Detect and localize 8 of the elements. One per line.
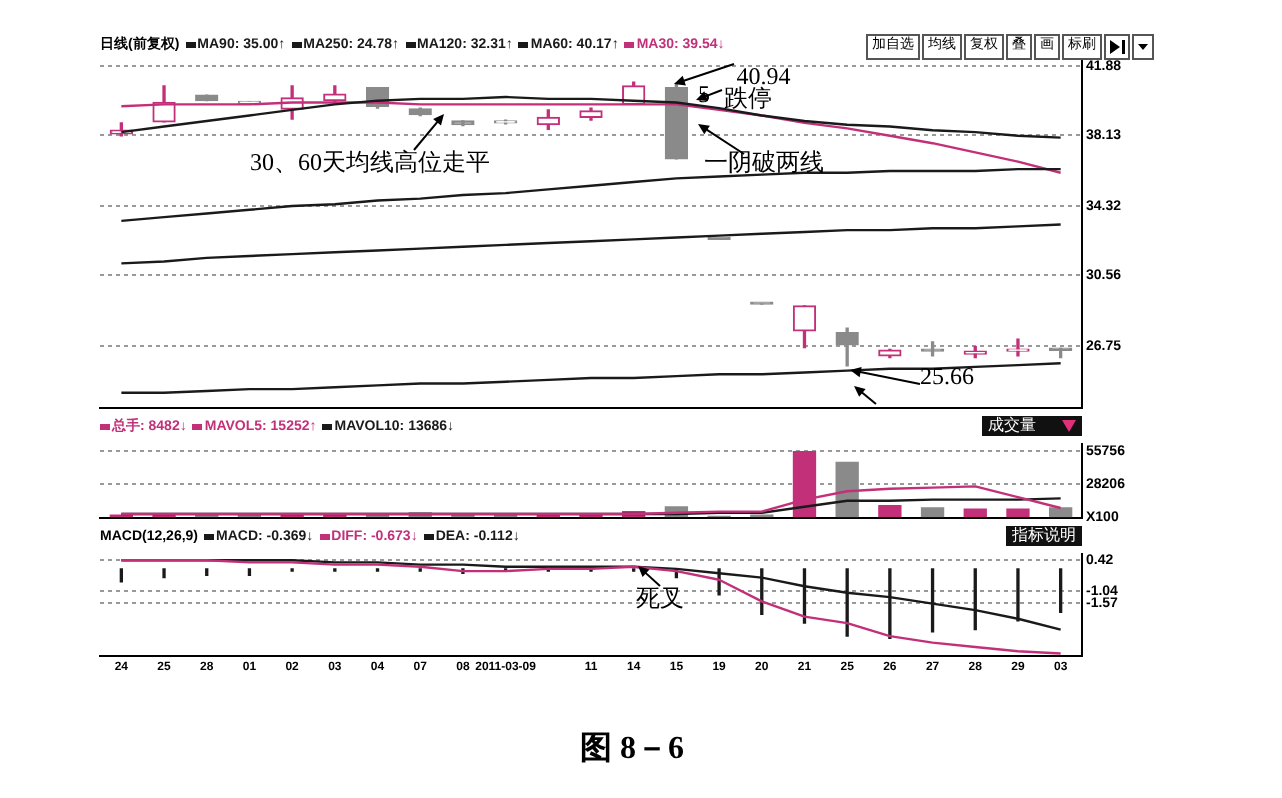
annotation: 死叉 [636, 584, 684, 612]
annotation: 一阴破两线 [704, 148, 824, 176]
annotation: 25.66 [920, 361, 974, 390]
caption: 图 8－6 [580, 732, 684, 768]
text: 指标说明 [1006, 526, 1082, 546]
annotation: 30、60天均线高位走平 [250, 148, 490, 176]
annotation: 跌停 [724, 84, 772, 112]
text: 成交量 [988, 416, 1036, 434]
